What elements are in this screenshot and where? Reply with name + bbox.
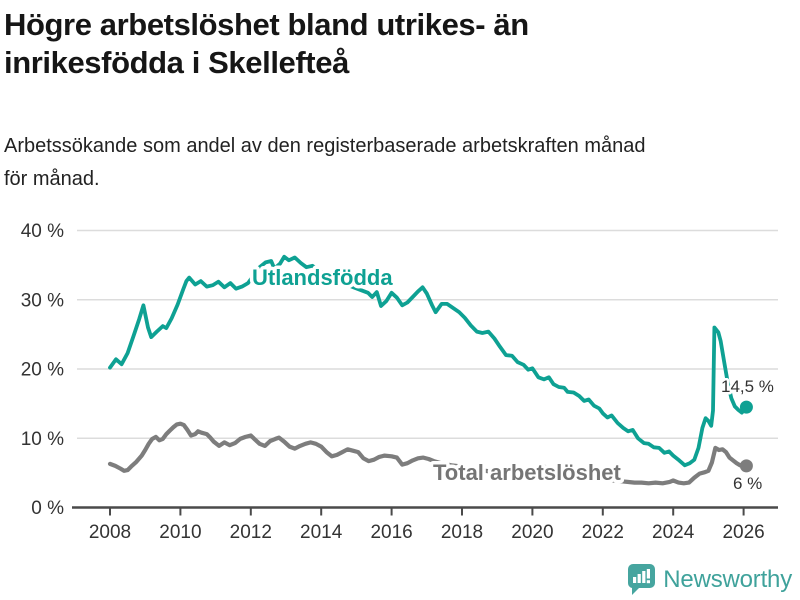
newsworthy-logo-icon	[628, 564, 656, 595]
axis-tick-labels: 0 % 10 % 20 % 30 % 40 % 2008 2010 2012 2014 2016 2…	[21, 221, 765, 543]
exclamation-dot	[647, 580, 651, 584]
x-tick-label-2022: 2022	[582, 522, 624, 543]
x-tick-label-2010: 2010	[159, 522, 201, 543]
gridlines	[77, 229, 778, 439]
foreign-born-line	[108, 254, 749, 468]
brand-name: Newsworthy	[663, 566, 792, 593]
foreign-born-end-dot	[739, 400, 753, 414]
title-line-2: inrikesfödda i Skellefteå	[4, 45, 349, 80]
x-tick-label-2018: 2018	[441, 522, 483, 543]
chart-subtitle: Arbetssökande som andel av den registerb…	[4, 130, 794, 196]
x-tick-label-2024: 2024	[652, 522, 695, 543]
exclamation-bar	[647, 569, 651, 579]
subtitle-line-1: Arbetssökande som andel av den registerb…	[4, 135, 646, 157]
y-tick-label-20: 20 %	[21, 360, 64, 381]
total-end-dot	[739, 459, 753, 473]
page-title: Högre arbetslöshet bland utrikes- än inr…	[4, 6, 784, 82]
bar-chart-bar-1	[633, 577, 637, 583]
x-tick-label-2012: 2012	[230, 522, 272, 543]
speech-bubble-shape	[628, 564, 656, 595]
x-tick-label-2020: 2020	[511, 522, 553, 543]
subtitle-line-2: för månad.	[4, 168, 100, 190]
y-tick-label-40: 40 %	[21, 221, 64, 242]
bar-chart-bar-2	[637, 574, 642, 583]
title-line-1: Högre arbetslöshet bland utrikes- än	[4, 7, 529, 42]
foreign-born-series-label: Utlandsfödda	[252, 265, 393, 290]
x-tick-label-2014: 2014	[300, 522, 343, 543]
foreign-born-end-value-label: 14,5 %	[721, 377, 774, 396]
total-unemployment-line	[107, 421, 749, 486]
x-tick-label-2008: 2008	[89, 522, 131, 543]
y-tick-label-10: 10 %	[21, 429, 64, 450]
bar-chart-bar-3	[642, 571, 646, 583]
newsworthy-brand: Newsworthy	[626, 563, 792, 597]
total-end-value-label: 6 %	[733, 474, 762, 493]
x-tick-label-2026: 2026	[722, 522, 764, 543]
x-tick-label-2016: 2016	[370, 522, 412, 543]
y-tick-label-30: 30 %	[21, 290, 64, 311]
y-tick-label-0: 0 %	[31, 498, 64, 519]
total-series-label: Total arbetslöshet	[433, 460, 622, 485]
axis-ticks	[109, 507, 745, 516]
